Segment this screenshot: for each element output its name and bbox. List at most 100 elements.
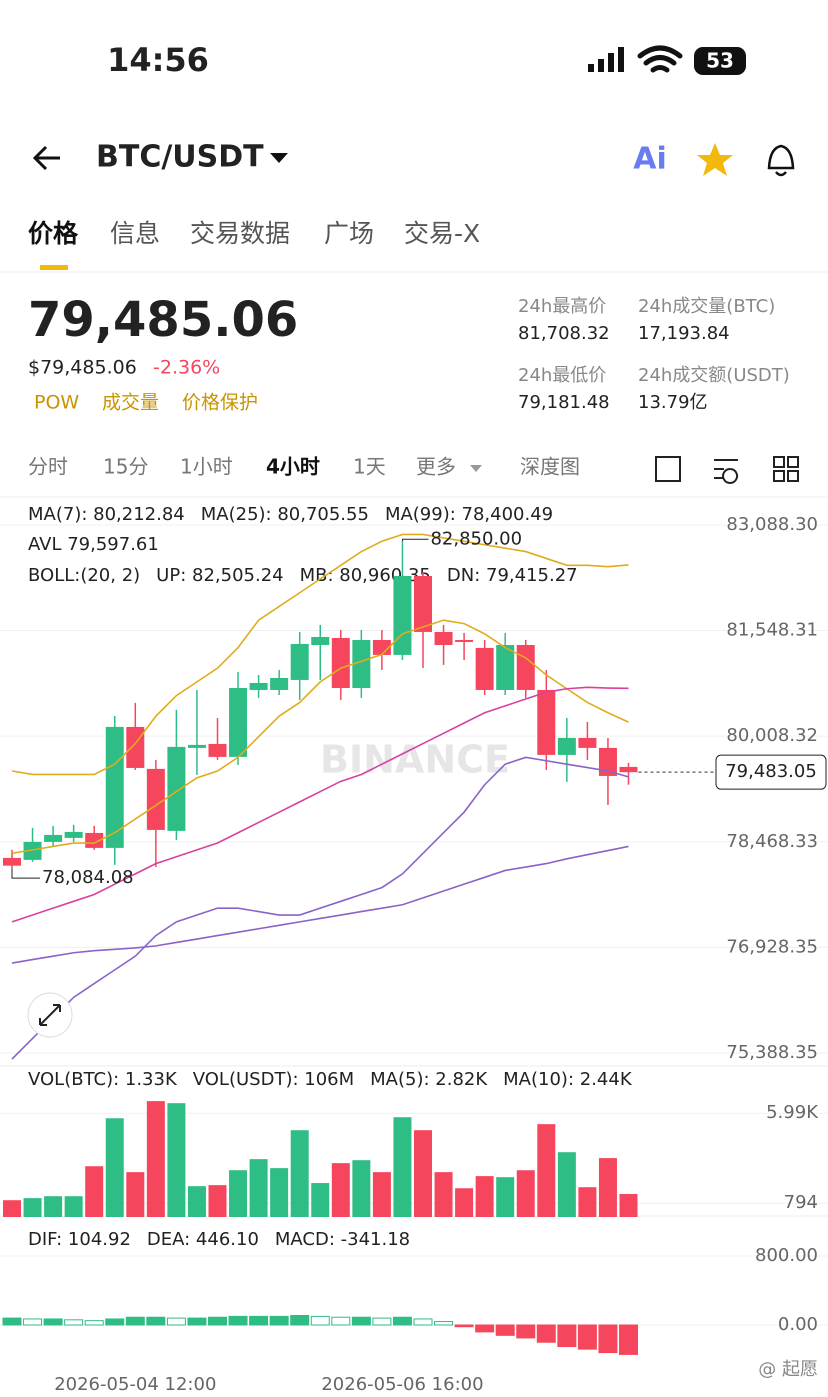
volume-bar <box>619 1193 638 1217</box>
macd-bar <box>166 1317 186 1326</box>
volume-bar <box>414 1130 432 1217</box>
footer-mark: @ 起愿 <box>758 1359 818 1380</box>
volume-bar <box>598 1158 617 1217</box>
y-tick-label: 81,548.31 <box>726 620 818 641</box>
last-price: 79,485.06 <box>28 292 298 348</box>
status-time: 14:56 <box>107 41 209 79</box>
macd-bar <box>228 1315 248 1326</box>
indicator-legend: MA(10): 2.44K <box>503 1069 633 1090</box>
indicator-line <box>11 845 629 964</box>
macd-bar <box>372 1317 392 1326</box>
low-label: 78,084.08 <box>42 867 134 888</box>
y-tick-label: 794 <box>784 1192 818 1213</box>
interval[interactable]: 1天 <box>353 455 386 479</box>
macd-bar <box>105 1318 125 1326</box>
layout-icon[interactable] <box>773 456 799 482</box>
volume-bar <box>126 1172 145 1217</box>
candle-body <box>249 682 268 690</box>
favorite-icon[interactable] <box>697 143 733 176</box>
candle-body <box>537 689 556 755</box>
high-label: 82,850.00 <box>430 528 522 549</box>
stat-label: 24h最低价 <box>518 365 606 386</box>
volume-bar <box>44 1196 63 1217</box>
macd-bar <box>557 1324 577 1348</box>
stat-label: 24h最高价 <box>518 296 606 317</box>
y-tick-label: 80,008.32 <box>726 725 818 746</box>
y-tick-label: 5.99K <box>766 1102 819 1123</box>
stat-label: 24h成交量(BTC) <box>638 296 775 317</box>
chart-tool-icon[interactable] <box>655 456 681 482</box>
tab[interactable]: 价格 <box>28 219 79 248</box>
tab[interactable]: 交易-X <box>404 219 480 248</box>
indicator-legend: MA(25): 80,705.55 <box>201 504 369 525</box>
ticker-tag[interactable]: 价格保护 <box>182 392 258 414</box>
more-dropdown[interactable] <box>470 465 482 472</box>
candle-body <box>229 687 248 757</box>
volume-bar <box>455 1188 474 1217</box>
interval[interactable]: 更多 <box>416 455 456 479</box>
candle-body <box>516 644 535 690</box>
macd-bar <box>598 1324 618 1354</box>
y-tick-label: 0.00 <box>778 1314 818 1335</box>
macd-bar <box>2 1317 22 1326</box>
macd-bar <box>413 1318 433 1326</box>
tab[interactable]: 交易数据 <box>190 219 290 248</box>
interval[interactable]: 分时 <box>28 455 68 479</box>
indicator-legend: DN: 79,415.27 <box>447 565 578 586</box>
indicator-legend: BOLL:(20, 2) <box>28 565 140 586</box>
indicator-legend: DIF: 104.92 <box>28 1229 131 1250</box>
macd-bar <box>331 1316 351 1326</box>
battery-level: 53 <box>706 49 734 73</box>
macd-bar <box>434 1321 454 1326</box>
ai-icon[interactable]: Ai <box>633 142 667 177</box>
candle-body <box>311 636 330 645</box>
watermark: BINANCE <box>320 738 510 782</box>
tab[interactable]: 信息 <box>110 219 160 248</box>
macd-bar <box>249 1315 269 1326</box>
interval[interactable]: 4小时 <box>266 455 320 479</box>
tab[interactable]: 广场 <box>324 219 374 248</box>
candle-body <box>331 637 350 688</box>
x-tick-label: 2026-05-04 12:00 <box>54 1374 216 1395</box>
interval[interactable]: 深度图 <box>520 455 580 479</box>
y-tick-label: 76,928.35 <box>726 936 818 957</box>
candle-body <box>372 639 391 655</box>
pair-dropdown[interactable] <box>270 153 288 163</box>
macd-bar <box>577 1324 597 1350</box>
indicator-line <box>11 686 629 923</box>
back-button[interactable] <box>32 145 60 171</box>
interval[interactable]: 15分 <box>103 455 148 479</box>
volume-bar <box>311 1183 330 1217</box>
candle-body <box>126 726 145 768</box>
stat-value: 79,181.48 <box>518 392 610 413</box>
price-change: -2.36% <box>153 357 220 379</box>
ticker-tag[interactable]: POW <box>34 392 79 414</box>
volume-bar <box>249 1159 268 1217</box>
macd-bar <box>495 1324 515 1336</box>
volume-bar <box>290 1130 309 1217</box>
macd-bar <box>208 1316 227 1326</box>
indicator-line <box>11 756 629 1060</box>
candle-body <box>557 737 576 755</box>
candle-body <box>619 766 638 773</box>
ticker-tag[interactable]: 成交量 <box>102 392 159 414</box>
candle-body <box>455 639 474 642</box>
bell-icon[interactable] <box>767 144 795 177</box>
volume-bar <box>146 1101 165 1217</box>
candle-body <box>414 575 432 632</box>
volume-bar <box>372 1172 391 1217</box>
candle-body <box>105 726 124 848</box>
macd-bar <box>187 1317 207 1326</box>
indicator-legend: MA(99): 78,400.49 <box>385 504 553 525</box>
candle-body <box>270 677 289 690</box>
macd-bar <box>146 1316 166 1326</box>
stat-value: 13.79亿 <box>638 392 708 413</box>
interval[interactable]: 1小时 <box>180 455 233 479</box>
volume-bar <box>23 1198 42 1217</box>
macd-bar <box>619 1324 638 1355</box>
pair-title[interactable]: BTC/USDT <box>96 140 264 175</box>
stat-value: 17,193.84 <box>638 323 730 344</box>
indicator-icon[interactable] <box>714 459 739 484</box>
volume-bar <box>64 1196 83 1217</box>
